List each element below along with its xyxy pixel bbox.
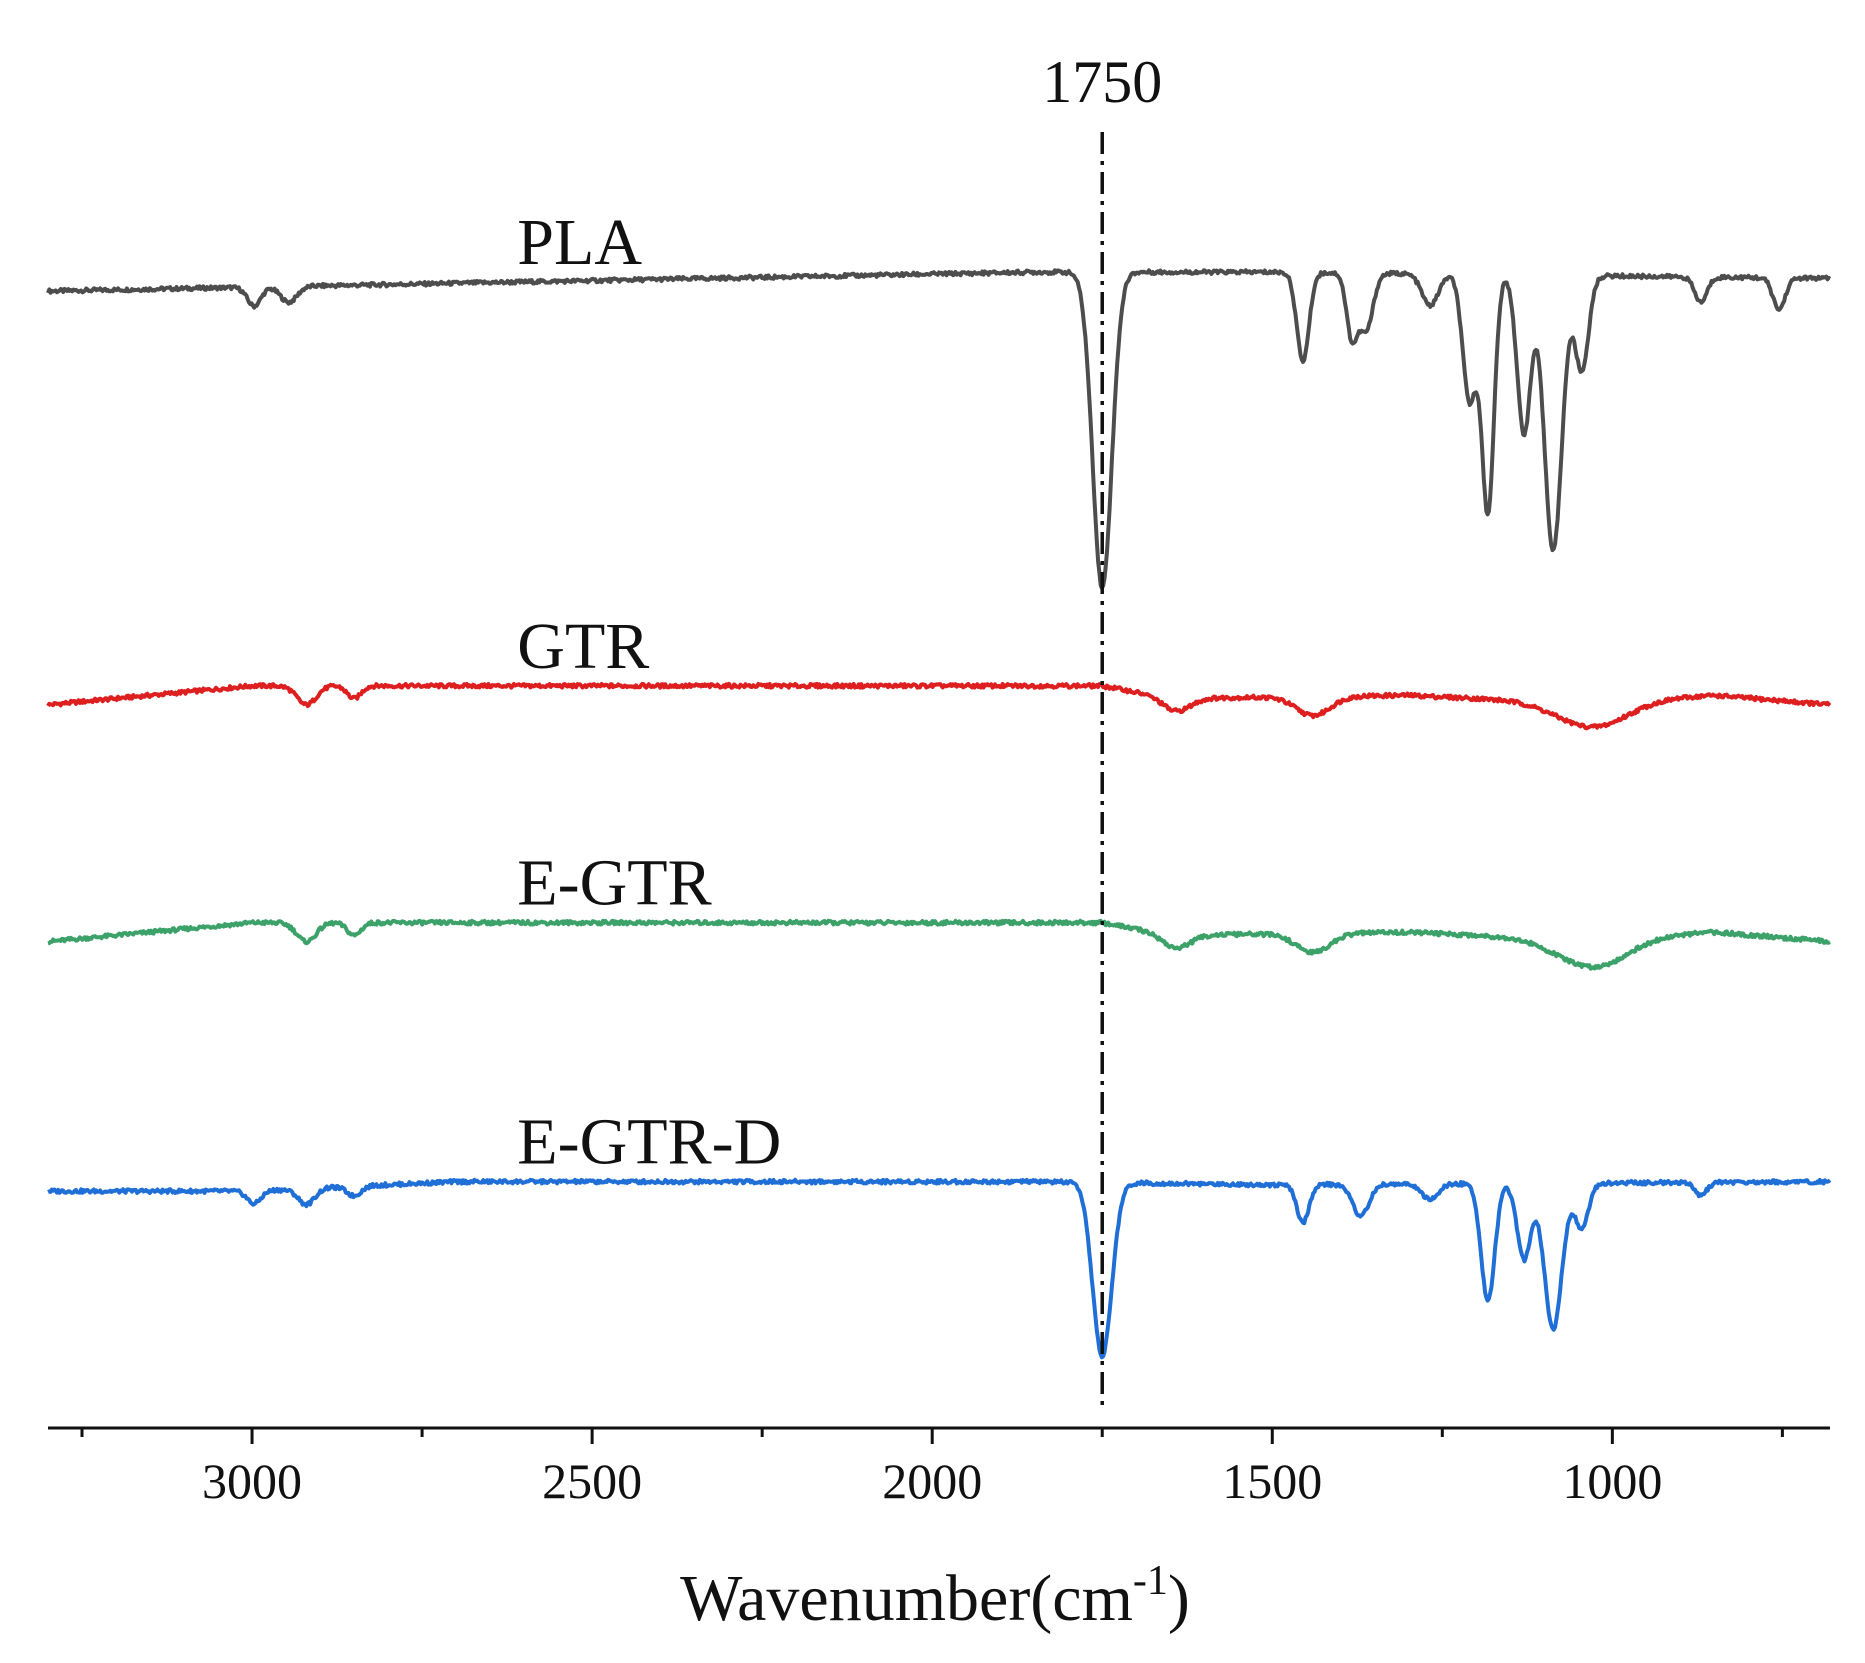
series-line-e-gtr [47,918,1831,971]
x-axis: 3000 2500 2000 1500 1000 [48,1426,1830,1509]
series-label-e-gtr: E-GTR [517,847,711,920]
x-tick-label: 1000 [1562,1453,1662,1509]
reference-line-layer: 1750 [1042,49,1162,1410]
x-tick-label: 2000 [882,1453,982,1509]
series-line-gtr [46,681,1832,731]
series-line-pla [46,268,1832,591]
x-tick-label: 2500 [542,1453,642,1509]
series-line-e-gtr-d [47,1177,1832,1360]
series-layer: PLA GTR E-GTR E-GTR-D [46,206,1832,1360]
x-tick-label: 1500 [1222,1453,1322,1509]
x-axis-label: Wavenumber(cm-1) [680,1558,1190,1635]
series-label-gtr: GTR [517,610,649,683]
series-label-pla: PLA [517,206,642,279]
reference-line-label: 1750 [1042,49,1162,115]
x-tick-label: 3000 [202,1453,302,1509]
series-label-e-gtr-d: E-GTR-D [517,1106,781,1179]
